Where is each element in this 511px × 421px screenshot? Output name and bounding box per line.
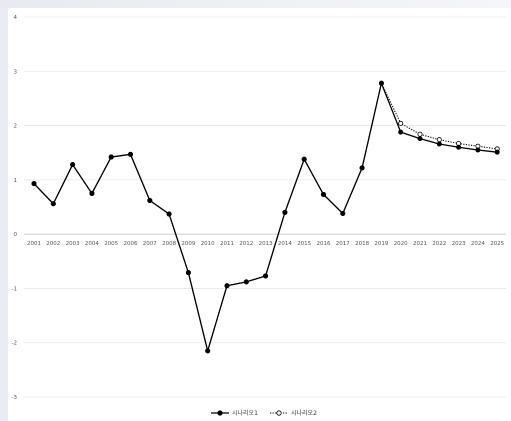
x-tick-label: 2018 [355, 241, 369, 247]
x-tick-label: 2025 [490, 241, 504, 247]
series-1-point [70, 162, 76, 168]
series-1-point [340, 211, 346, 217]
x-tick-label: 2012 [239, 241, 253, 247]
series-line-1 [33, 82, 498, 352]
x-tick-label: 2003 [66, 241, 80, 247]
y-tick-labels: 4 3 2 1 0 -1 -2 -3 [12, 15, 18, 401]
series-1-point [127, 151, 133, 157]
series-1-point [359, 165, 365, 171]
series-1-point [263, 273, 269, 279]
series-lines [33, 82, 498, 352]
x-tick-label: 2002 [46, 241, 60, 247]
series-1-point [436, 141, 442, 147]
x-tick-label: 2005 [104, 241, 118, 247]
series-1-point [185, 270, 191, 276]
x-tick-label: 2013 [259, 241, 273, 247]
x-tick-label: 2019 [374, 241, 388, 247]
x-tick-label: 2016 [317, 241, 331, 247]
x-tick-label: 2024 [471, 241, 485, 247]
x-tick-label: 2001 [27, 241, 41, 247]
series-1-point [108, 154, 114, 160]
series-2-point [398, 120, 404, 126]
series-1-point [89, 190, 95, 196]
x-tick-label: 2006 [124, 241, 138, 247]
x-tick-labels: 2001 2002 2003 2004 2005 2006 2007 2008 2009 2010… [27, 241, 505, 247]
x-tick-label: 2020 [394, 241, 408, 247]
x-tick-label: 2015 [297, 241, 311, 247]
series-2-point [436, 137, 442, 143]
series-1-point [282, 209, 288, 215]
series-1-point [494, 149, 500, 155]
legend-marker-series-2 [276, 410, 282, 416]
series-1-point [417, 136, 423, 142]
legend-label-series-2: 시나리오2 [291, 409, 317, 417]
y-tick-label: 4 [14, 15, 18, 21]
series-1-point [166, 211, 172, 217]
y-tick-label: 3 [14, 69, 18, 75]
series-1-point [378, 80, 384, 86]
x-tick-label: 2017 [336, 241, 350, 247]
series-1-point [147, 197, 153, 203]
series-1-point [50, 201, 56, 207]
chart-panel [8, 8, 511, 421]
series-2-point [417, 131, 423, 137]
y-tick-label: 1 [14, 178, 18, 184]
series-1-point [301, 156, 307, 162]
x-tick-label: 2014 [278, 241, 292, 247]
gridlines [24, 16, 506, 398]
x-tick-label: 2021 [413, 241, 427, 247]
y-tick-label: -1 [12, 286, 17, 292]
series-1-point [320, 192, 326, 198]
x-tick-label: 2008 [162, 241, 176, 247]
x-tick-label: 2009 [181, 241, 195, 247]
legend-label-series-1: 시나리오1 [232, 409, 258, 417]
x-tick-label: 2011 [220, 241, 234, 247]
series-1-point [31, 181, 37, 187]
x-tick-label: 2010 [201, 241, 215, 247]
x-tick-label: 2022 [432, 241, 446, 247]
x-tick-label: 2004 [85, 241, 99, 247]
series-1-point [205, 348, 211, 354]
series-1-point [456, 144, 462, 150]
y-tick-label: -2 [12, 341, 17, 347]
series-1-point [398, 129, 404, 135]
series-line-2 [33, 82, 498, 352]
top-strip [0, 0, 511, 8]
series-1-point [475, 147, 481, 153]
series-markers [31, 80, 500, 354]
x-tick-label: 2023 [452, 241, 466, 247]
y-tick-label: 0 [14, 232, 18, 238]
series-1-point [224, 283, 230, 289]
y-tick-label: -3 [12, 395, 18, 401]
x-tick-label: 2007 [143, 241, 157, 247]
series-1-point [243, 279, 249, 285]
legend-marker-series-1 [217, 410, 223, 416]
legend: 시나리오1 시나리오2 [211, 409, 317, 417]
y-tick-label: 2 [14, 124, 18, 130]
